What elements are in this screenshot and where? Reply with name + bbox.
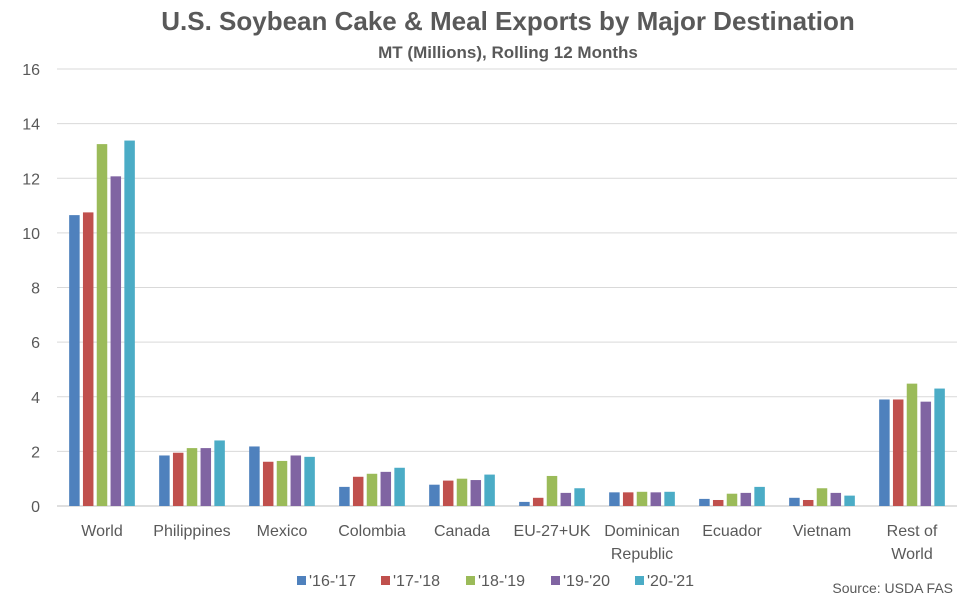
legend-label: '16-'17 xyxy=(309,573,356,590)
x-category-label: Dominican xyxy=(604,523,680,540)
bar xyxy=(69,215,80,506)
y-tick-label: 6 xyxy=(31,335,40,352)
bar xyxy=(380,471,392,506)
bar xyxy=(186,448,198,506)
bar xyxy=(920,401,932,506)
bar xyxy=(622,492,634,506)
bar xyxy=(124,140,135,506)
gridlines xyxy=(57,68,957,507)
bar xyxy=(712,499,724,506)
bar xyxy=(664,491,675,506)
chart-subtitle: MT (Millions), Rolling 12 Months xyxy=(378,43,638,62)
x-category-label: Ecuador xyxy=(702,523,762,540)
x-category-label: World xyxy=(891,546,933,563)
bar xyxy=(892,399,904,506)
bar xyxy=(200,448,212,506)
legend-label: '19-'20 xyxy=(563,573,610,590)
y-tick-label: 4 xyxy=(31,390,40,407)
source-note: Source: USDA FAS xyxy=(832,580,953,596)
bar xyxy=(726,493,738,506)
bar xyxy=(290,455,302,506)
y-tick-label: 2 xyxy=(31,444,40,461)
bar xyxy=(560,492,572,506)
bar xyxy=(532,497,544,506)
chart-title: U.S. Soybean Cake & Meal Exports by Majo… xyxy=(161,6,855,36)
bar xyxy=(879,399,890,506)
bar xyxy=(802,499,814,506)
bar xyxy=(249,446,260,506)
y-tick-label: 10 xyxy=(22,226,40,243)
bar xyxy=(844,495,855,506)
bar xyxy=(456,478,468,506)
x-category-label: Republic xyxy=(611,546,673,563)
legend-swatch xyxy=(466,576,475,585)
bar xyxy=(830,492,842,506)
bar xyxy=(699,498,710,506)
legend-swatch xyxy=(551,576,560,585)
y-tick-label: 8 xyxy=(31,281,40,298)
bar xyxy=(754,486,765,506)
legend-label: '18-'19 xyxy=(478,573,525,590)
bar xyxy=(429,484,440,506)
bar xyxy=(172,452,184,506)
bar xyxy=(740,492,752,506)
bar xyxy=(352,476,364,506)
bar xyxy=(96,144,108,506)
bar xyxy=(934,388,945,506)
bar xyxy=(650,492,662,506)
y-tick-label: 12 xyxy=(22,171,40,188)
x-category-label: Mexico xyxy=(257,523,308,540)
bar xyxy=(519,501,530,506)
bar xyxy=(546,475,558,506)
x-category-label: Canada xyxy=(434,523,490,540)
y-tick-label: 0 xyxy=(31,499,40,516)
legend-swatch xyxy=(381,576,390,585)
x-category-label: Colombia xyxy=(338,523,406,540)
bar xyxy=(816,488,828,506)
bar xyxy=(470,480,482,506)
bar xyxy=(609,492,620,506)
y-tick-label: 14 xyxy=(22,117,40,134)
bar xyxy=(110,176,122,506)
legend-swatch xyxy=(297,576,306,585)
legend-label: '17-'18 xyxy=(393,573,440,590)
x-category-label: EU-27+UK xyxy=(514,523,591,540)
legend: '16-'17 '17-'18 '18-'19 '19-'20 '20-'21 xyxy=(297,573,694,590)
bar xyxy=(574,488,585,506)
category-labels: World Philippines Mexico Colombia Canada EU-2… xyxy=(81,523,938,563)
bar xyxy=(159,455,170,506)
bar xyxy=(262,461,274,506)
bar xyxy=(394,467,405,506)
bar xyxy=(276,460,288,506)
x-category-label: Vietnam xyxy=(793,523,851,540)
bar xyxy=(366,473,378,506)
bar xyxy=(636,491,648,506)
bar xyxy=(484,474,495,506)
bar xyxy=(82,212,94,506)
bar xyxy=(906,383,918,506)
x-category-label: Rest of xyxy=(887,523,938,540)
bar xyxy=(442,480,454,506)
y-tick-label: 16 xyxy=(22,62,40,79)
bar xyxy=(214,440,225,506)
bar xyxy=(339,486,350,506)
legend-label: '20-'21 xyxy=(647,573,694,590)
bar xyxy=(304,456,315,506)
bar xyxy=(789,497,800,506)
x-category-label: Philippines xyxy=(153,523,230,540)
y-axis-ticks: 0 2 4 6 8 10 12 14 16 xyxy=(22,62,40,516)
bars xyxy=(69,140,945,506)
x-category-label: World xyxy=(81,523,123,540)
legend-swatch xyxy=(635,576,644,585)
